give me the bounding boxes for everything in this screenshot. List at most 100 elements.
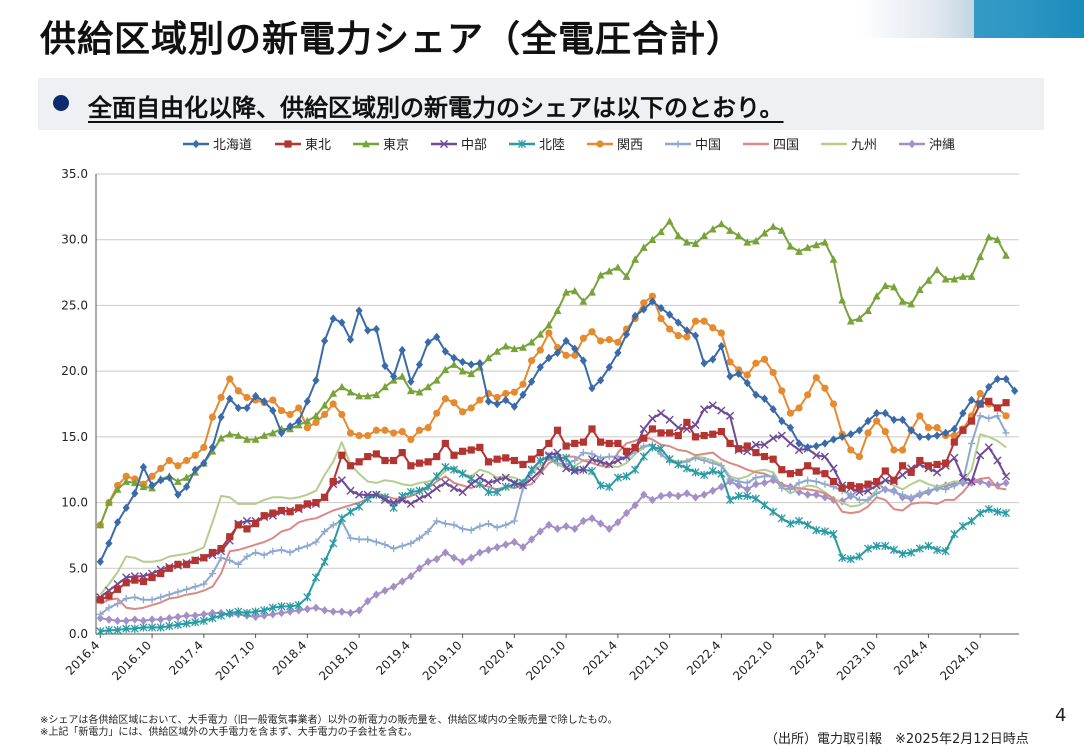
- data-point: [217, 434, 225, 442]
- data-point: [208, 548, 217, 557]
- data-point: [778, 484, 786, 492]
- data-point: [536, 330, 545, 338]
- legend-swatch-marker: [674, 140, 682, 148]
- data-point: [295, 404, 303, 412]
- data-point: [484, 487, 493, 497]
- data-point: [174, 612, 182, 622]
- data-point: [200, 580, 208, 588]
- data-point: [441, 439, 449, 448]
- data-point: [786, 470, 795, 478]
- data-point: [691, 493, 700, 502]
- data-point: [294, 600, 303, 610]
- data-point: [545, 520, 553, 530]
- data-point: [450, 360, 458, 368]
- data-point: [493, 455, 501, 463]
- data-point: [804, 490, 812, 499]
- data-point: [562, 288, 571, 296]
- data-point: [760, 478, 769, 488]
- data-point: [217, 393, 225, 402]
- data-point: [260, 551, 268, 559]
- x-tick-label: 2021.10: [627, 638, 672, 683]
- data-point: [191, 451, 199, 459]
- data-point: [415, 494, 424, 503]
- data-point: [243, 393, 251, 402]
- series-北陸: [96, 443, 1011, 636]
- data-point: [398, 428, 406, 436]
- data-point: [139, 482, 148, 491]
- data-point: [760, 229, 769, 237]
- subtitle: 全面自由化以降、供給区域別の新電力のシェアは以下のとおり。: [88, 94, 784, 122]
- data-point: [156, 623, 165, 632]
- data-point: [459, 525, 467, 533]
- data-point: [544, 451, 553, 460]
- data-point: [873, 489, 881, 497]
- data-point: [208, 608, 217, 618]
- data-point: [829, 435, 838, 444]
- data-point: [157, 615, 165, 624]
- data-point: [752, 449, 760, 457]
- data-point: [519, 343, 527, 351]
- data-point: [467, 404, 475, 412]
- data-point: [475, 480, 484, 489]
- data-point: [346, 534, 355, 542]
- data-point: [493, 476, 502, 485]
- data-point: [976, 399, 984, 409]
- data-point: [286, 602, 295, 611]
- data-point: [691, 454, 700, 462]
- data-point: [355, 458, 363, 466]
- data-point: [622, 272, 631, 280]
- data-point: [148, 596, 156, 604]
- data-point: [502, 395, 510, 405]
- data-point: [743, 238, 752, 246]
- data-point: [873, 409, 881, 418]
- data-point: [1002, 251, 1010, 259]
- data-point: [501, 473, 510, 482]
- data-point: [916, 412, 924, 420]
- data-point: [571, 351, 579, 359]
- data-point: [139, 462, 148, 472]
- data-point: [674, 491, 682, 501]
- data-point: [338, 410, 346, 419]
- data-point: [588, 288, 596, 296]
- data-point: [682, 238, 691, 246]
- data-point: [648, 292, 656, 300]
- data-point: [614, 439, 622, 448]
- data-point: [502, 540, 510, 549]
- data-point: [726, 372, 734, 381]
- data-point: [752, 479, 760, 489]
- data-point: [303, 604, 311, 614]
- data-point: [993, 412, 1002, 420]
- data-point: [691, 317, 700, 325]
- data-point: [484, 545, 493, 555]
- data-point: [743, 378, 751, 388]
- data-point: [311, 573, 321, 582]
- data-point: [648, 495, 656, 505]
- data-point: [346, 335, 355, 344]
- data-point: [760, 452, 769, 461]
- data-point: [398, 491, 407, 501]
- data-point: [182, 619, 191, 628]
- data-point: [174, 490, 182, 499]
- data-point: [942, 485, 950, 494]
- data-point: [622, 447, 631, 455]
- x-tick-label: 2019.4: [373, 638, 413, 678]
- data-point: [174, 560, 182, 568]
- data-point: [432, 376, 441, 384]
- data-point: [597, 519, 605, 528]
- data-point: [898, 549, 907, 558]
- data-point: [700, 490, 708, 499]
- legend-item: 沖縄: [899, 138, 955, 153]
- data-point: [527, 474, 536, 484]
- data-point: [122, 616, 130, 626]
- data-point: [700, 431, 708, 440]
- data-point: [441, 365, 450, 374]
- data-point: [450, 399, 458, 407]
- legend-item: 東北: [275, 137, 331, 153]
- data-point: [855, 452, 864, 461]
- data-point: [631, 311, 639, 321]
- data-point: [459, 557, 467, 566]
- data-point: [458, 367, 467, 375]
- data-point: [950, 431, 958, 440]
- data-point: [683, 489, 691, 498]
- data-point: [777, 514, 786, 523]
